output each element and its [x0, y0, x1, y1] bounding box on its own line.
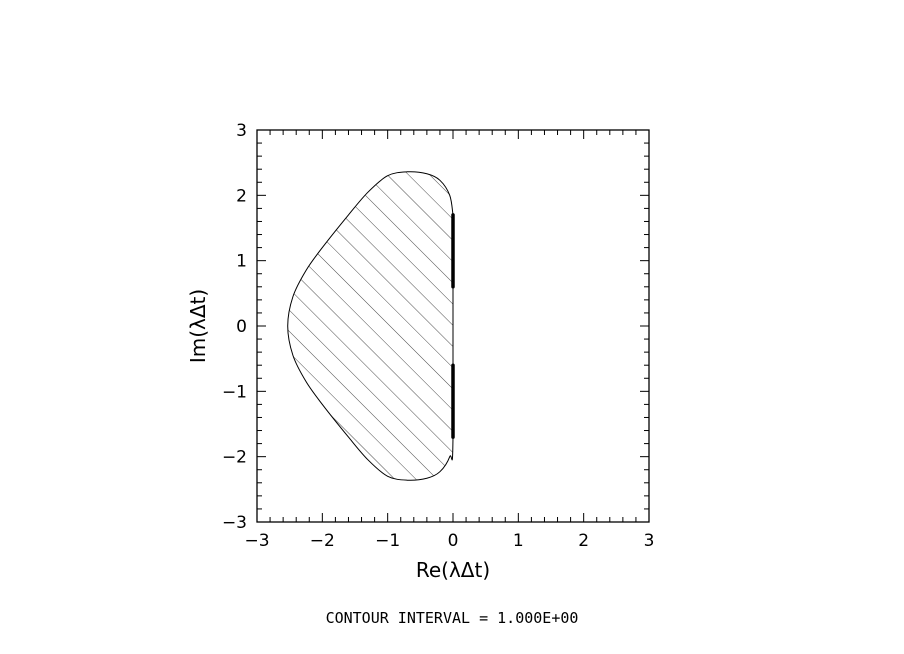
x-tick-label: −3 — [244, 531, 269, 551]
y-tick-label: −2 — [222, 448, 247, 468]
y-tick-labels: −3 −2 −1 0 1 2 3 — [222, 121, 247, 533]
x-tick-labels: −3 −2 −1 0 1 2 3 — [244, 531, 654, 551]
stability-region-boundary — [287, 171, 454, 481]
y-tick-label: −3 — [222, 513, 247, 533]
y-tick-label: 0 — [236, 317, 247, 337]
y-tick-label: 2 — [236, 186, 247, 206]
x-tick-label: 1 — [513, 531, 524, 551]
x-tick-label: 3 — [644, 531, 655, 551]
x-tick-label: 2 — [578, 531, 589, 551]
x-tick-label: −1 — [375, 531, 400, 551]
stability-region-hatch — [287, 171, 453, 481]
x-tick-label: −2 — [310, 531, 335, 551]
axis-ticks — [256, 129, 650, 523]
y-tick-label: 1 — [236, 252, 247, 272]
y-tick-label: 3 — [236, 121, 247, 141]
y-tick-label: −1 — [222, 382, 247, 402]
x-tick-label: 0 — [448, 531, 459, 551]
x-axis-title: Re(λΔt) — [416, 558, 490, 582]
contour-interval-label: CONTOUR INTERVAL = 1.000E+00 — [326, 609, 579, 627]
y-axis-title: Im(λΔt) — [186, 289, 210, 363]
stability-region-layer — [287, 171, 454, 481]
